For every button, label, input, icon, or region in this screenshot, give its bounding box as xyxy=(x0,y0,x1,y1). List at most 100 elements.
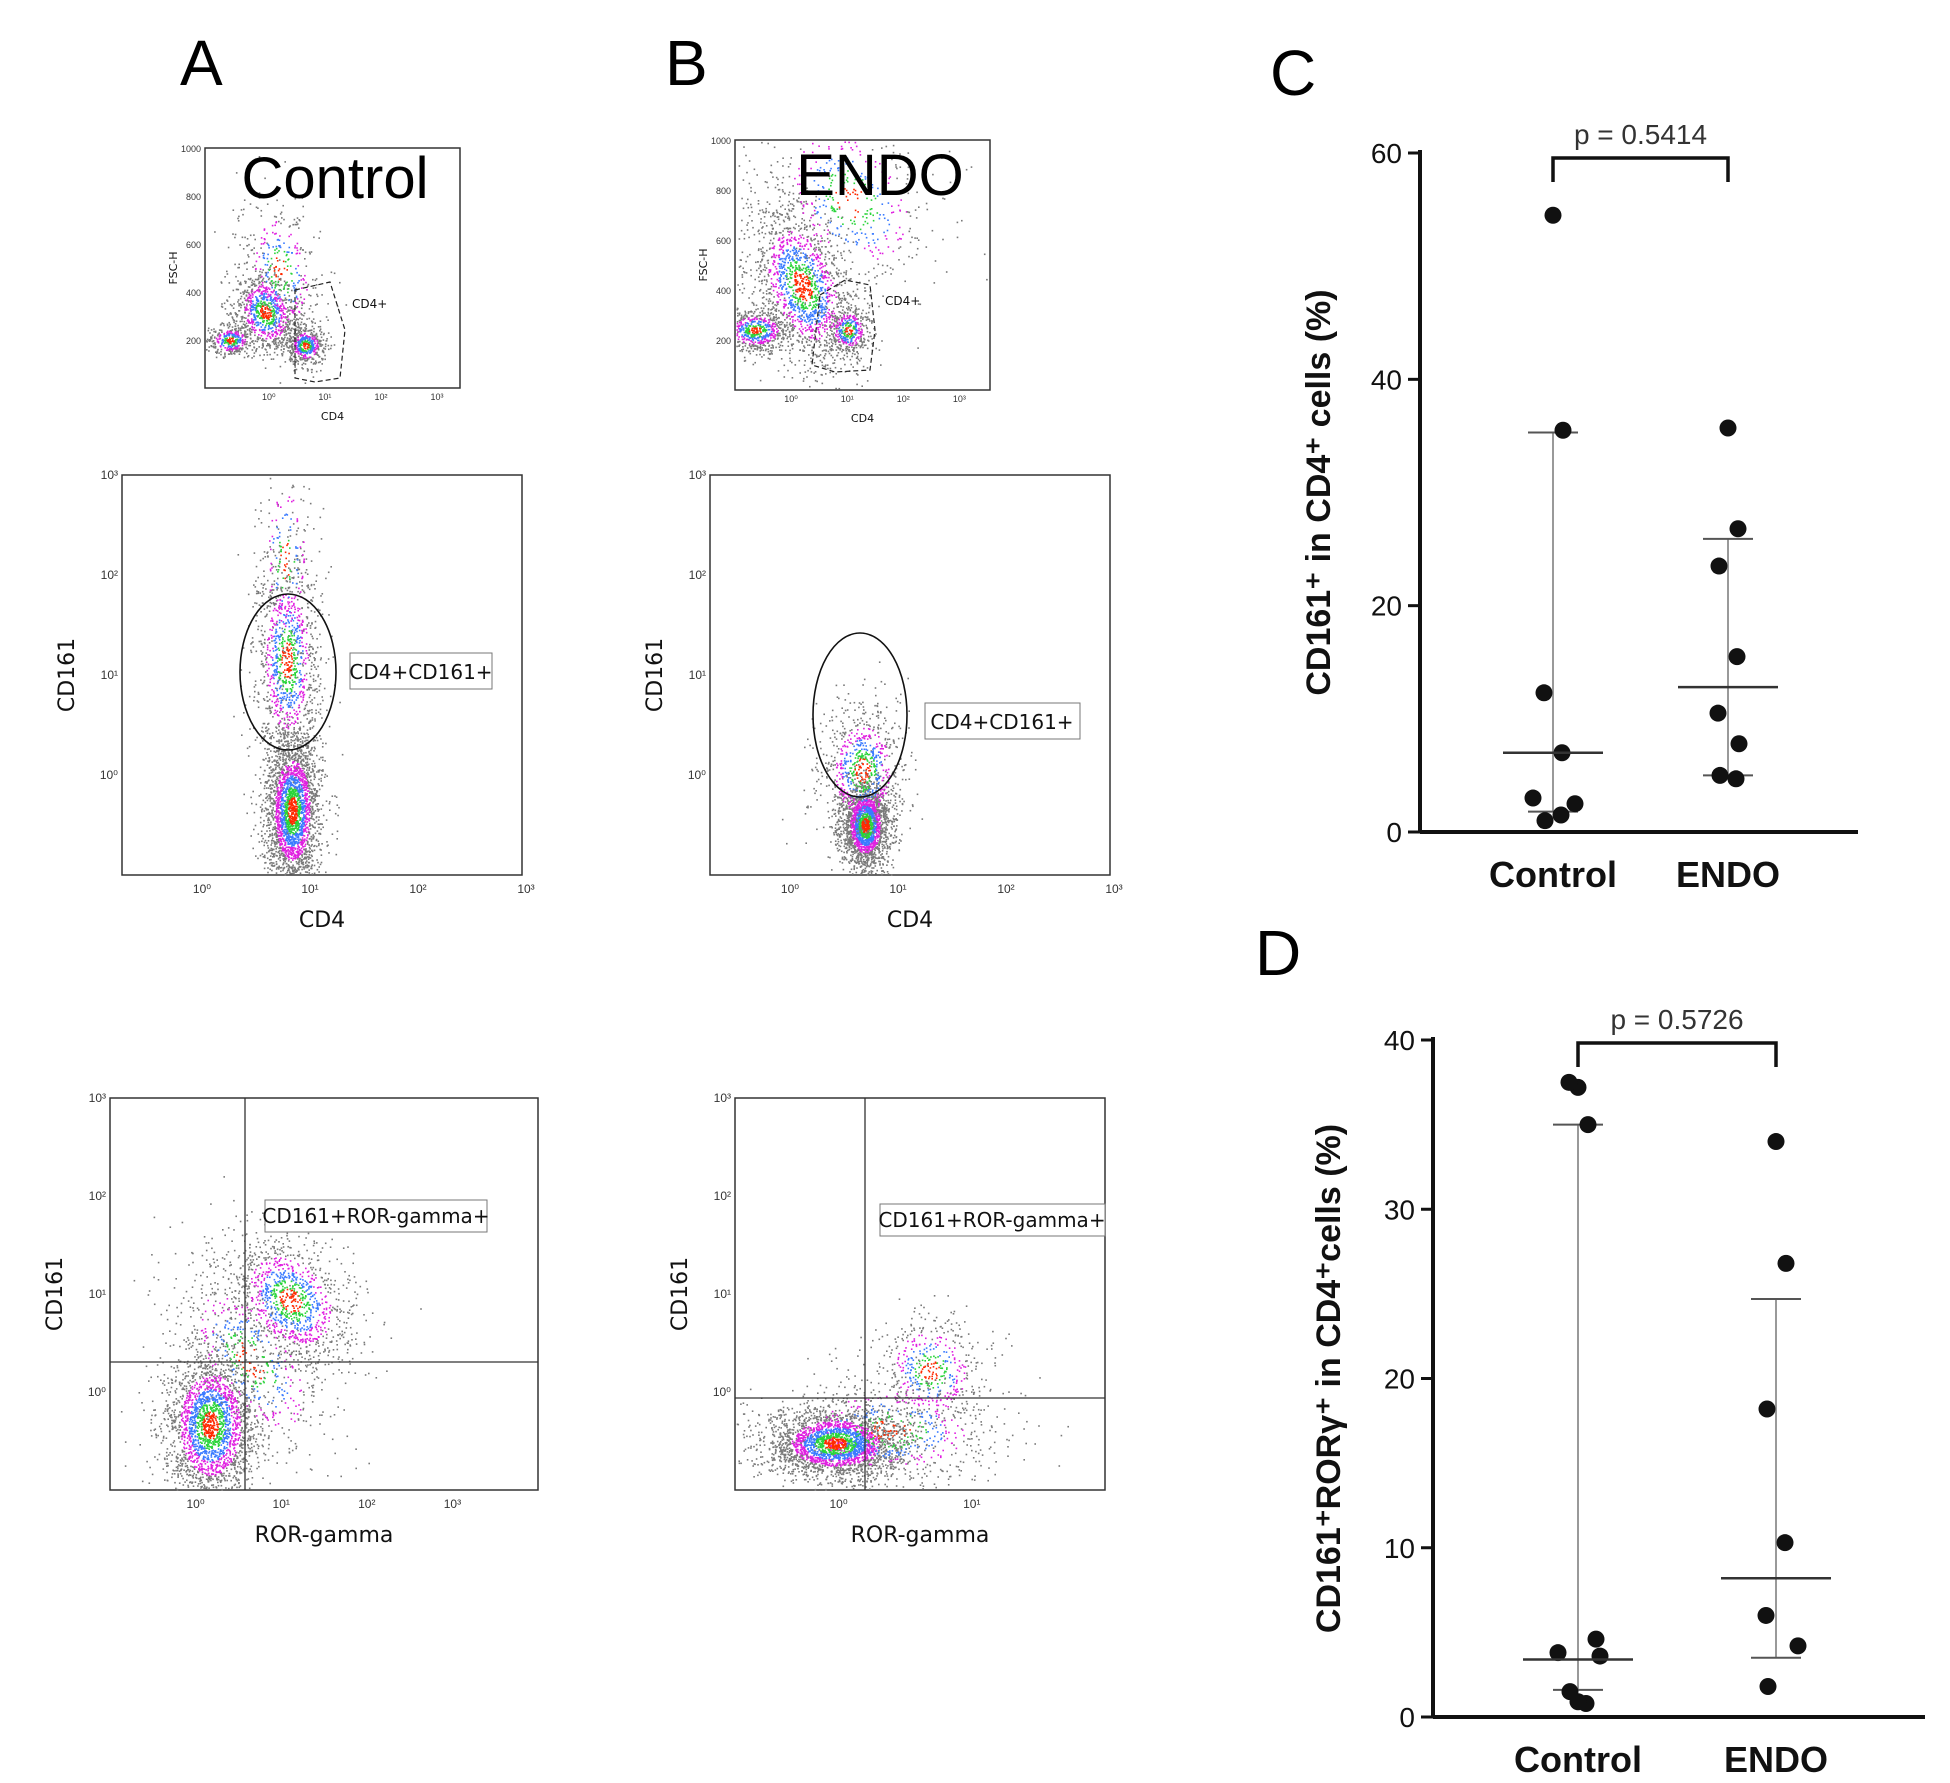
x-tick-label: 10⁰ xyxy=(781,882,799,896)
gate-label: CD161+ROR-gamma+ xyxy=(262,1204,489,1228)
data-point xyxy=(1789,1637,1807,1655)
y-tick-label: 0 xyxy=(1399,1702,1415,1733)
panel-letter-c: C xyxy=(1270,37,1316,109)
event-cloud xyxy=(738,1379,985,1491)
data-point xyxy=(1710,557,1728,575)
y-axis-label: CD161⁺ in CD4⁺ cells (%) xyxy=(1300,289,1338,695)
x-tick-label: 10¹ xyxy=(273,1497,290,1511)
y-tick-label: 10¹ xyxy=(89,1287,106,1301)
x-tick-label: 10⁰ xyxy=(262,392,276,402)
gate-label-box xyxy=(879,1203,1106,1237)
y-tick-label: 60 xyxy=(1371,138,1402,169)
y-tick-label: 400 xyxy=(186,288,201,298)
data-point xyxy=(1566,795,1584,813)
x-tick-label: 10¹ xyxy=(841,394,854,404)
x-axis-label: CD4 xyxy=(321,410,344,423)
y-axis-label: CD161 xyxy=(55,638,80,712)
flow-plot-control-fsc-cd4: 1000 800 600 400 200 10⁰ 10¹ 10² 10³ CD4 FSC-H CD4+… xyxy=(167,144,461,423)
y-tick-label: 10 xyxy=(1384,1533,1415,1564)
x-tick-label: 10² xyxy=(409,882,426,896)
x-tick-label: 10³ xyxy=(444,1497,461,1511)
x-tick-label: 10³ xyxy=(953,394,966,404)
y-tick-label: 10² xyxy=(689,568,706,582)
x-axis-label: CD4 xyxy=(851,412,874,425)
panel-letter-b: B xyxy=(665,27,708,99)
y-tick-label: 20 xyxy=(1384,1364,1415,1395)
y-axis-label: CD161 xyxy=(43,1257,68,1331)
data-point xyxy=(1777,1254,1795,1272)
category-label: ENDO xyxy=(1676,854,1780,895)
y-tick-label: 10⁰ xyxy=(713,1385,731,1399)
x-tick-label: 10⁰ xyxy=(193,882,211,896)
data-point xyxy=(1569,1693,1587,1711)
data-point xyxy=(1554,421,1572,439)
gate-label: CD4+CD161+ xyxy=(349,660,492,684)
event-cloud xyxy=(120,1288,293,1491)
x-tick-label: 10¹ xyxy=(963,1497,980,1511)
data-point xyxy=(1767,1133,1785,1151)
y-tick-label: 800 xyxy=(716,186,731,196)
event-cloud xyxy=(206,321,270,359)
data-point xyxy=(1730,735,1748,753)
data-point xyxy=(1709,704,1727,722)
y-tick-label: 600 xyxy=(716,236,731,246)
p-value-label: p = 0.5414 xyxy=(1574,119,1707,150)
category-label: Control xyxy=(1489,854,1617,895)
data-point xyxy=(1719,419,1737,437)
flow-plot-endo-fsc-cd4: 1000 800 600 400 200 10⁰ 10¹ 10² 10³ CD4 FSC-H CD4+… xyxy=(697,136,991,425)
x-tick-label: 10¹ xyxy=(318,392,331,402)
data-point xyxy=(1727,770,1745,788)
y-tick-label: 400 xyxy=(716,286,731,296)
event-cloud xyxy=(738,141,988,373)
event-cloud xyxy=(736,297,816,366)
y-tick-label: 1000 xyxy=(711,136,731,146)
gate-label-box xyxy=(349,652,493,690)
x-tick-label: 10² xyxy=(997,882,1014,896)
y-tick-label: 20 xyxy=(1371,591,1402,622)
flow-plot-endo-cd161-rorgamma: 10³ 10² 10¹ 10⁰ 10⁰ 10¹ ROR-gamma CD161 CD161+RO… xyxy=(668,1091,1106,1548)
plot-frame xyxy=(709,474,1111,876)
y-tick-label: 40 xyxy=(1384,1025,1415,1056)
y-axis-label: FSC-H xyxy=(167,251,180,284)
x-tick-label: 10⁰ xyxy=(830,1497,848,1511)
significance-bracket xyxy=(1576,1041,1778,1067)
y-tick-label: 1000 xyxy=(181,144,201,154)
data-point xyxy=(1587,1630,1605,1648)
event-cloud xyxy=(838,1295,1022,1469)
y-tick-label: 10¹ xyxy=(714,1287,731,1301)
plot-frame xyxy=(109,1097,539,1491)
data-point xyxy=(1729,520,1747,538)
panel-letter-a: A xyxy=(180,27,223,99)
event-cloud xyxy=(813,293,877,375)
y-tick-label: 10⁰ xyxy=(688,768,706,782)
y-tick-label: 10⁰ xyxy=(100,768,118,782)
panel-title: Control xyxy=(242,146,429,211)
panel-title: ENDO xyxy=(796,143,964,208)
plot-frame xyxy=(734,1097,1106,1491)
data-point xyxy=(1536,812,1554,830)
y-tick-label: 200 xyxy=(186,336,201,346)
data-point xyxy=(1758,1400,1776,1418)
event-cloud xyxy=(206,231,322,378)
y-axis-label: CD161 xyxy=(668,1257,693,1331)
x-tick-label: 10² xyxy=(897,394,910,404)
event-cloud xyxy=(133,1203,370,1478)
gate-cd4 xyxy=(811,279,876,373)
x-tick-label: 10⁰ xyxy=(187,1497,205,1511)
event-cloud xyxy=(247,477,330,690)
y-tick-label: 10³ xyxy=(89,1091,106,1105)
y-tick-label: 10³ xyxy=(101,468,118,482)
x-axis-label: ROR-gamma xyxy=(851,1523,990,1548)
event-cloud xyxy=(736,1338,1069,1489)
dot-plot-cd161-rorgamma-in-cd4: 0 10 20 30 40 Control ENDO p = 0.5726 CD161⁺RORγ… xyxy=(1310,1004,1925,1780)
y-tick-label: 200 xyxy=(716,336,731,346)
y-tick-label: 30 xyxy=(1384,1194,1415,1225)
data-point xyxy=(1591,1647,1609,1665)
data-point xyxy=(1549,1644,1567,1662)
x-axis-label: CD4 xyxy=(299,908,345,933)
data-point xyxy=(1535,684,1553,702)
gate-label-box xyxy=(924,702,1081,740)
significance-bracket xyxy=(1551,156,1730,182)
gate-label: CD4+ xyxy=(885,294,920,308)
y-tick-label: 10³ xyxy=(714,1091,731,1105)
